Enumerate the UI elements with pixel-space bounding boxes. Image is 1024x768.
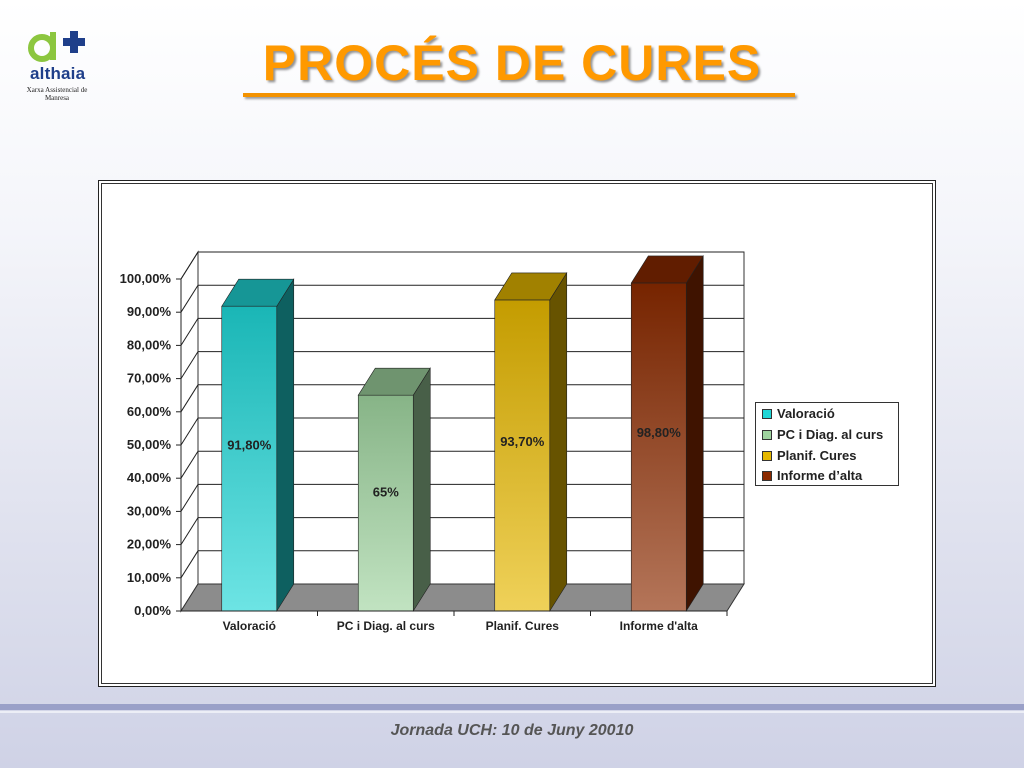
bar-side <box>685 254 704 613</box>
bar-top <box>494 272 568 301</box>
bar-front <box>494 299 551 612</box>
data-label: 91,80% <box>227 437 272 452</box>
slide-footer: Jornada UCH: 10 de Juny 20010 <box>390 722 634 739</box>
legend-label: Planif. Cures <box>777 448 857 463</box>
bar-top <box>221 278 295 307</box>
footer-divider <box>0 704 1024 710</box>
bar-top <box>630 255 704 284</box>
category-label: Informe d'alta <box>620 619 699 633</box>
legend-label: Valoració <box>777 406 835 421</box>
bar-top <box>357 367 431 396</box>
y-tick-label: 100,00% <box>120 271 172 286</box>
logo-subtitle: Xarxa Assistencial de Manresa <box>26 86 88 102</box>
legend-item-pc-diag: PC i Diag. al curs <box>762 426 883 444</box>
bar-side <box>412 367 431 613</box>
y-tick-label: 70,00% <box>127 371 172 386</box>
logo-name: althaia <box>30 64 86 83</box>
legend-swatch <box>762 429 772 440</box>
legend-item-planif-cures: Planif. Cures <box>762 447 856 465</box>
bar-side <box>276 278 295 613</box>
bar-side <box>549 271 568 613</box>
legend-swatch <box>762 408 772 419</box>
category-label: Planif. Cures <box>486 619 560 633</box>
althaia-logo: althaia Xarxa Assistencial de Manresa <box>22 18 92 108</box>
y-tick-label: 0,00% <box>134 603 171 618</box>
legend-label: Informe d’alta <box>777 468 863 483</box>
y-tick-label: 80,00% <box>127 337 172 352</box>
data-label: 65% <box>373 485 399 500</box>
data-label: 93,70% <box>500 434 545 449</box>
logo-mark-icon <box>28 31 85 62</box>
category-label: Valoració <box>223 619 276 633</box>
bar-0 <box>221 278 295 613</box>
legend-swatch <box>762 470 772 481</box>
legend-item-valoracio: Valoració <box>762 405 835 423</box>
title-underline <box>243 93 795 97</box>
gridline <box>180 251 744 280</box>
bar-3 <box>630 254 704 613</box>
y-tick-label: 60,00% <box>127 404 172 419</box>
footer-divider-highlight <box>0 711 1024 713</box>
legend-swatch <box>762 450 772 461</box>
y-tick-label: 40,00% <box>127 470 172 485</box>
chart-legend: Valoració PC i Diag. al curs Planif. Cur… <box>755 402 899 486</box>
bar-front <box>221 305 278 612</box>
data-label: 98,80% <box>637 425 682 440</box>
bar-front <box>357 394 414 612</box>
y-tick-label: 50,00% <box>127 437 172 452</box>
bar-2 <box>494 271 568 613</box>
y-tick-label: 10,00% <box>127 570 172 585</box>
y-tick-label: 20,00% <box>127 537 172 552</box>
legend-label: PC i Diag. al curs <box>777 427 884 442</box>
bar-1 <box>357 367 431 613</box>
y-tick-label: 90,00% <box>127 304 172 319</box>
slide-title: PROCÉS DE CURES <box>262 35 762 91</box>
y-tick-label: 30,00% <box>127 503 172 518</box>
legend-item-informe-alta: Informe d’alta <box>762 467 862 485</box>
bar-front <box>630 282 687 612</box>
category-label: PC i Diag. al curs <box>337 619 435 633</box>
